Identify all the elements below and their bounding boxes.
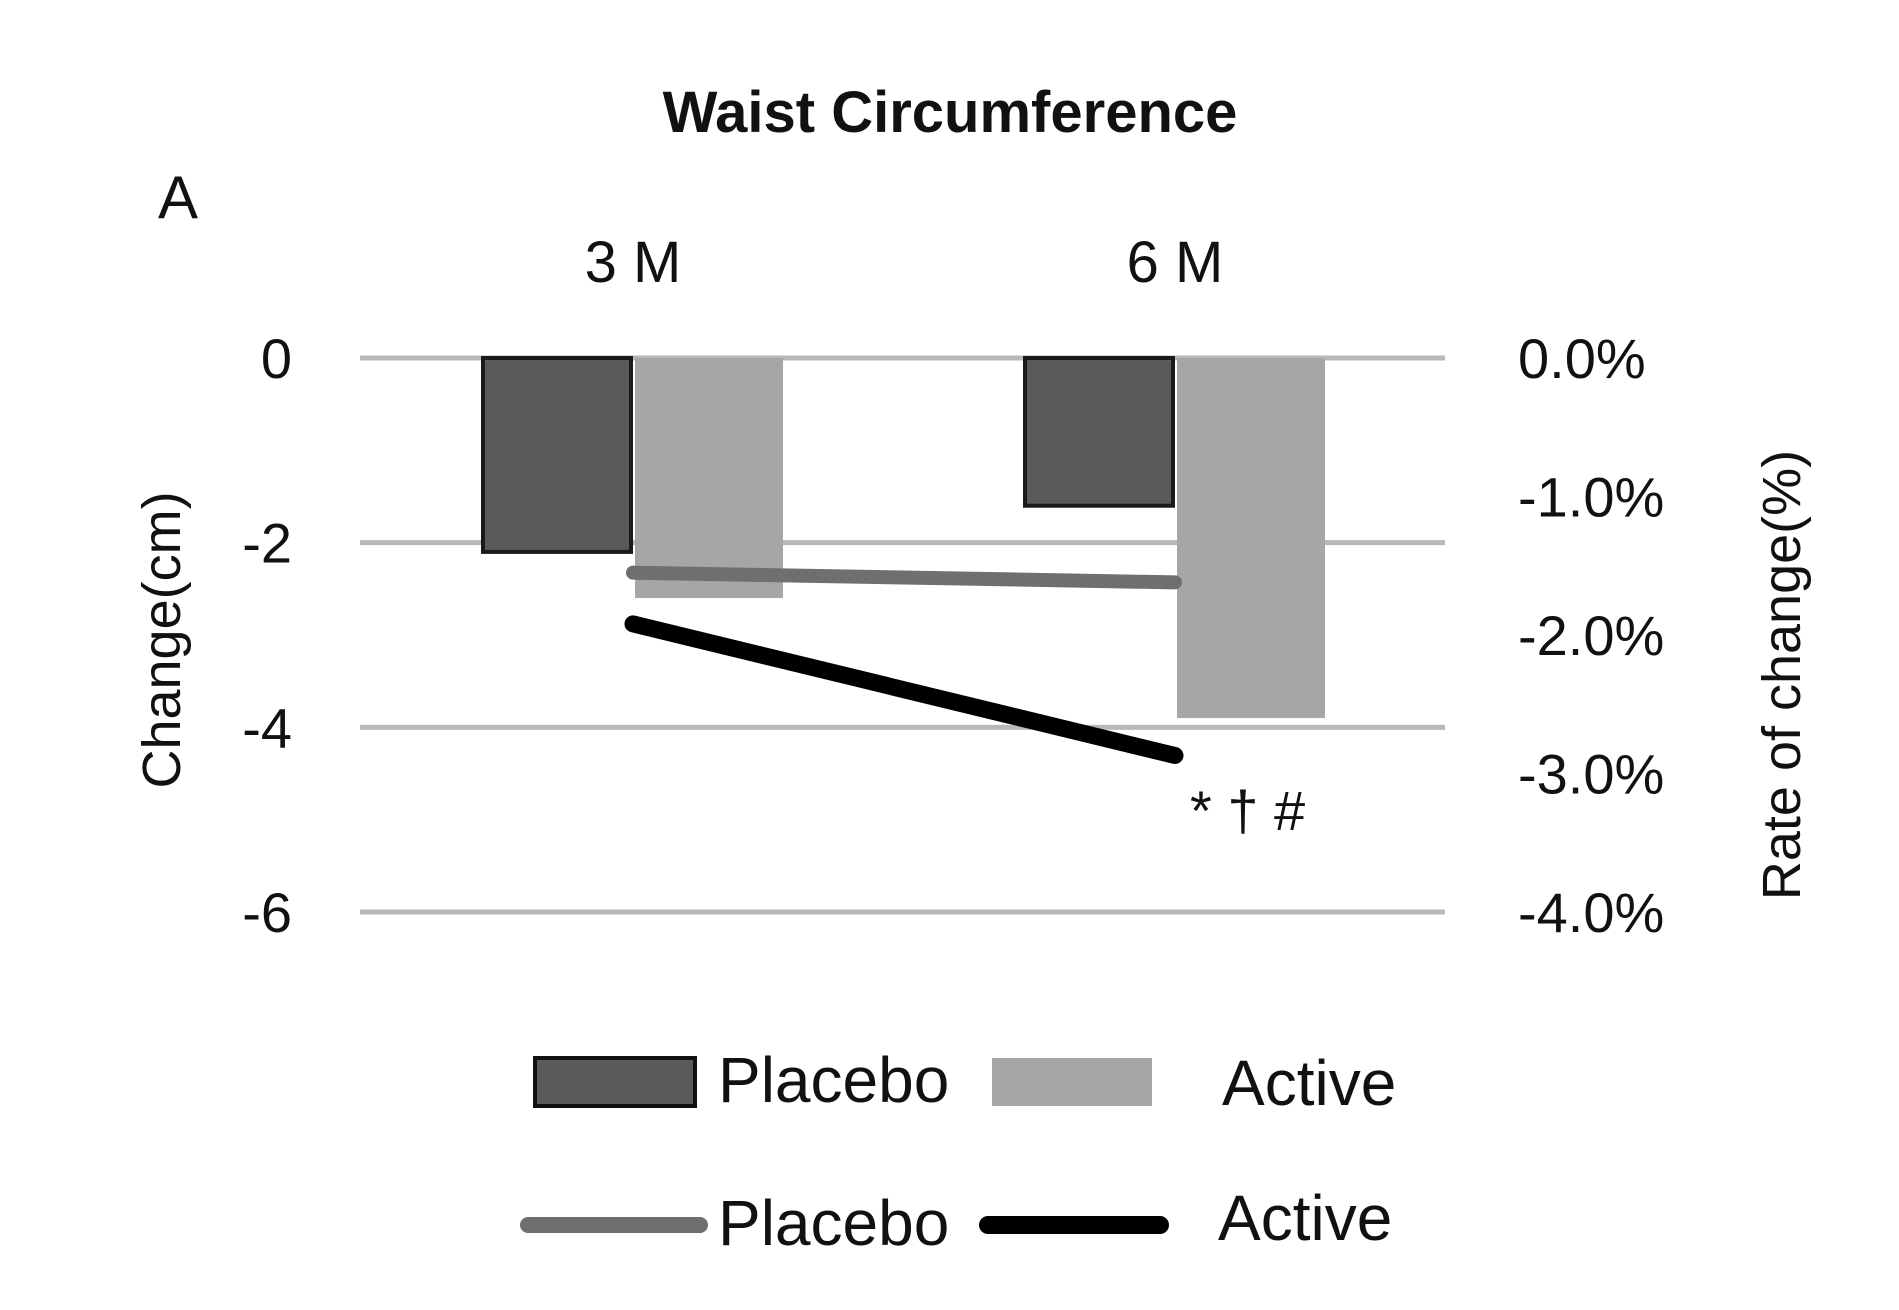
y-tick-label: 0 xyxy=(261,327,292,390)
legend: Placebo Active Placebo Active xyxy=(520,1044,1396,1259)
y2-tick-label: -1.0% xyxy=(1518,466,1664,529)
y2-tick-label: -4.0% xyxy=(1518,881,1664,944)
legend-swatch-placebo-bar xyxy=(533,1056,697,1108)
legend-label-active-line: Active xyxy=(1218,1182,1392,1254)
line-placebo-rate xyxy=(626,565,1182,590)
y2-axis-ticks: 0.0% -1.0% -2.0% -3.0% -4.0% xyxy=(1518,327,1664,944)
line-active-rate xyxy=(624,615,1184,764)
y-axis-ticks: 0 -2 -4 -6 xyxy=(242,327,292,944)
y-tick-label: -6 xyxy=(242,881,292,944)
y-axis-label: Change(cm) xyxy=(132,491,192,788)
significance-annotation: * † # xyxy=(1190,779,1305,842)
bar-placebo-6m xyxy=(1023,356,1175,508)
legend-swatch-active-bar xyxy=(992,1058,1152,1106)
bars xyxy=(481,356,1325,719)
chart-title: Waist Circumference xyxy=(663,80,1238,145)
legend-label-placebo-bar: Placebo xyxy=(718,1044,949,1116)
lines xyxy=(624,565,1184,764)
legend-label-active-bar: Active xyxy=(1222,1047,1396,1119)
category-label-3m: 3 M xyxy=(585,230,682,295)
legend-label-placebo-line: Placebo xyxy=(718,1187,949,1259)
bar-active-3m xyxy=(635,358,783,599)
y-tick-label: -2 xyxy=(242,512,292,575)
y2-tick-label: -2.0% xyxy=(1518,604,1664,667)
y2-tick-label: -3.0% xyxy=(1518,743,1664,806)
bar-placebo-3m xyxy=(481,356,633,554)
y-tick-label: -4 xyxy=(242,696,292,759)
y2-axis-label: Rate of change(%) xyxy=(1752,450,1812,900)
y2-tick-label: 0.0% xyxy=(1518,327,1646,390)
panel-label: A xyxy=(158,164,198,231)
category-label-6m: 6 M xyxy=(1127,230,1224,295)
bar-active-6m xyxy=(1177,358,1325,719)
